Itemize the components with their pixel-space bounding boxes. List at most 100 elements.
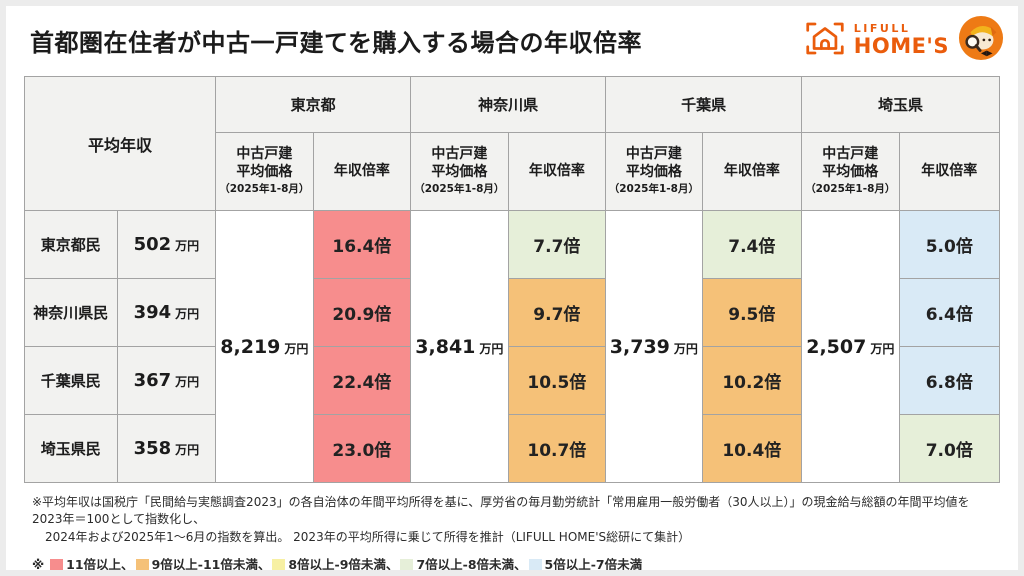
header-bar: 首都圏在住者が中古一戸建てを購入する場合の年収倍率 LIFULL HOME'S — [6, 6, 1018, 68]
color-legend: ※ 11倍以上、 9倍以上-11倍未満、 8倍以上-9倍未満、 7倍以上-8倍未… — [32, 556, 1000, 573]
price-value: 3,739 — [609, 335, 670, 358]
legend-label: 9倍以上-11倍未満、 — [151, 557, 271, 573]
price-cell-saitama: 2,507 万円 — [801, 210, 900, 483]
table-row-saitama-resident: 埼玉県民 358 万円 23.0倍 10.7倍 10.4倍 7.0倍 — [24, 414, 1001, 483]
resident-label: 千葉県民 — [24, 346, 118, 415]
income-value: 502 — [133, 234, 172, 255]
price-cell-kanagawa: 3,841 万円 — [410, 210, 509, 483]
income-value: 358 — [133, 438, 172, 459]
price-value: 8,219 — [220, 335, 281, 358]
income-cell: 394 万円 — [116, 278, 217, 347]
ratio-cell: 6.8倍 — [898, 346, 1001, 415]
resident-label: 神奈川県民 — [24, 278, 118, 347]
income-cell: 502 万円 — [116, 210, 217, 279]
lifull-homes-logo: LIFULL HOME'S — [805, 15, 1004, 65]
price-unit: 万円 — [673, 341, 698, 356]
legend-prefix: ※ — [32, 557, 45, 573]
price-header-period: （2025年1-8月） — [219, 183, 310, 196]
subheader-price-tokyo: 中古戸建 平均価格 （2025年1-8月） — [215, 132, 314, 211]
subheader-ratio-kanagawa: 年収倍率 — [507, 132, 607, 211]
legend-swatch-green — [400, 558, 414, 570]
income-unit: 万円 — [175, 239, 200, 253]
legend-swatch-red — [50, 558, 64, 570]
ratio-cell: 22.4倍 — [312, 346, 412, 415]
price-unit: 万円 — [870, 341, 895, 356]
price-header-line2: 平均価格 — [625, 163, 682, 180]
legend-item-5-to-7x: 5倍以上-7倍未満 — [527, 556, 643, 573]
ratio-cell: 7.4倍 — [701, 210, 803, 279]
ratio-cell: 9.5倍 — [701, 278, 803, 347]
subheader-ratio-tokyo: 年収倍率 — [312, 132, 412, 211]
legend-item-7-to-8x: 7倍以上-8倍未満、 — [398, 556, 527, 573]
legend-swatch-orange — [135, 558, 149, 570]
price-header-period: （2025年1-8月） — [805, 183, 896, 196]
pref-header-kanagawa: 神奈川県 — [410, 76, 607, 133]
price-header-period: （2025年1-8月） — [414, 183, 505, 196]
price-header-line1: 中古戸建 — [431, 146, 488, 163]
page-title: 首都圏在住者が中古一戸建てを購入する場合の年収倍率 — [30, 28, 643, 57]
corner-header-avg-income: 平均年収 — [23, 76, 217, 211]
income-value: 394 — [133, 302, 172, 323]
legend-label: 11倍以上、 — [66, 557, 134, 573]
price-header-line2: 平均価格 — [822, 163, 879, 180]
income-value: 367 — [133, 370, 172, 391]
footnote-line-1: ※平均年収は国税庁「民間給与実態調査2023」の各自治体の年間平均所得を基に、厚… — [32, 495, 970, 527]
ratio-cell: 6.4倍 — [898, 278, 1001, 347]
income-unit: 万円 — [175, 443, 200, 457]
pref-header-tokyo: 東京都 — [215, 76, 412, 133]
price-header-line1: 中古戸建 — [625, 146, 682, 163]
logo-lifull-text: LIFULL — [853, 22, 911, 36]
resident-label: 東京都民 — [24, 210, 118, 279]
ratio-cell: 10.7倍 — [507, 414, 607, 483]
price-header-line1: 中古戸建 — [236, 146, 293, 163]
table-row-tokyo-resident: 東京都民 502 万円 8,219 万円 16.4倍 3,841 万円 7.7倍 3,… — [24, 210, 1001, 483]
ratio-cell: 20.9倍 — [312, 278, 412, 347]
subheader-price-saitama: 中古戸建 平均価格 （2025年1-8月） — [801, 132, 900, 211]
legend-label: 7倍以上-8倍未満、 — [416, 557, 527, 573]
income-multiple-table: 平均年収 東京都 神奈川県 千葉県 埼玉県 中古戸建 平均価格 （2025年1-… — [23, 76, 1001, 483]
price-header-line2: 平均価格 — [431, 163, 488, 180]
ratio-cell: 7.7倍 — [507, 210, 607, 279]
pref-header-chiba: 千葉県 — [605, 76, 803, 133]
price-unit: 万円 — [284, 341, 309, 356]
ratio-cell: 23.0倍 — [312, 414, 412, 483]
lifull-house-icon — [805, 20, 845, 61]
price-header-line1: 中古戸建 — [822, 146, 879, 163]
legend-item-9-to-11x: 9倍以上-11倍未満、 — [134, 556, 271, 573]
table-row-kanagawa-resident: 神奈川県民 394 万円 20.9倍 9.7倍 9.5倍 6.4倍 — [24, 278, 1001, 347]
income-unit: 万円 — [175, 307, 200, 321]
subheader-ratio-saitama: 年収倍率 — [898, 132, 1001, 211]
price-cell-chiba: 3,739 万円 — [605, 210, 703, 483]
price-cell-tokyo: 8,219 万円 — [215, 210, 314, 483]
subheader-price-kanagawa: 中古戸建 平均価格 （2025年1-8月） — [410, 132, 509, 211]
legend-item-over-11x: 11倍以上、 — [48, 556, 134, 573]
table-row-chiba-resident: 千葉県民 367 万円 22.4倍 10.5倍 10.2倍 6.8倍 — [24, 346, 1001, 415]
legend-item-8-to-9x: 8倍以上-9倍未満、 — [270, 556, 398, 570]
price-value: 2,507 — [806, 335, 867, 358]
ratio-cell: 10.2倍 — [701, 346, 803, 415]
price-unit: 万円 — [479, 341, 504, 356]
price-header-line2: 平均価格 — [236, 163, 293, 180]
ratio-cell: 16.4倍 — [312, 210, 412, 279]
income-cell: 358 万円 — [116, 414, 217, 483]
logo-wordmark: LIFULL HOME'S — [854, 23, 949, 57]
subheader-ratio-chiba: 年収倍率 — [701, 132, 803, 211]
ratio-cell: 9.7倍 — [507, 278, 607, 347]
ratio-table-wrapper: 平均年収 東京都 神奈川県 千葉県 埼玉県 中古戸建 平均価格 （2025年1-… — [6, 68, 1018, 483]
footnotes: ※平均年収は国税庁「民間給与実態調査2023」の各自治体の年間平均所得を基に、厚… — [6, 483, 1018, 573]
legend-label: 5倍以上-7倍未満 — [544, 557, 643, 573]
legend-swatch-yellow — [272, 558, 286, 570]
resident-label: 埼玉県民 — [24, 414, 118, 483]
legend-swatch-blue — [528, 558, 542, 570]
ratio-cell: 10.4倍 — [701, 414, 803, 483]
income-cell: 367 万円 — [116, 346, 217, 415]
ratio-cell: 7.0倍 — [898, 414, 1001, 483]
ratio-cell: 5.0倍 — [898, 210, 1001, 279]
ratio-cell: 10.5倍 — [507, 346, 607, 415]
footnote-line-2: 2024年および2025年1～6月の指数を算出。 2023年の平均所得に乗じて所… — [45, 529, 691, 544]
income-unit: 万円 — [175, 375, 200, 389]
logo-homes-text: HOME'S — [853, 33, 949, 58]
price-header-period: （2025年1-8月） — [608, 183, 699, 196]
price-value: 3,841 — [415, 335, 476, 358]
